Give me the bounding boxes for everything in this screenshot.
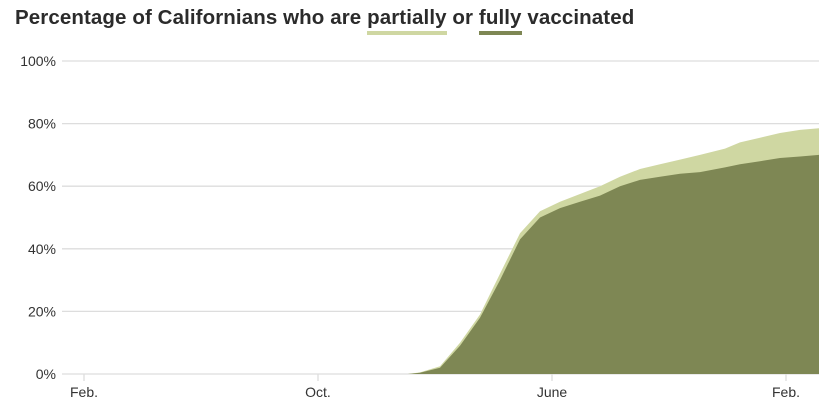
y-tick-label: 20%	[28, 303, 56, 319]
y-tick-label: 0%	[36, 366, 56, 382]
legend-fully: fully	[478, 6, 522, 35]
y-tick-label: 60%	[28, 178, 56, 194]
title-suffix: vaccinated	[521, 6, 635, 29]
x-tick-label: Oct.	[305, 384, 331, 400]
x-tick-label: Feb.	[772, 384, 800, 400]
title-middle: or	[446, 6, 479, 29]
title-prefix: Percentage of Californians who are	[15, 6, 368, 29]
y-axis-labels: 0% 20% 40% 60% 80% 100%	[20, 53, 56, 382]
legend-partially: partially	[367, 6, 447, 35]
area-fully-vaccinated	[408, 154, 819, 374]
x-axis: Feb. Oct. June Feb.	[70, 374, 800, 400]
y-tick-label: 100%	[20, 53, 56, 69]
y-tick-label: 80%	[28, 116, 56, 132]
x-tick-label: Feb.	[70, 384, 98, 400]
y-tick-label: 40%	[28, 241, 56, 257]
x-tick-label: June	[537, 384, 568, 400]
chart-title: Percentage of Californians who are parti…	[15, 6, 635, 35]
